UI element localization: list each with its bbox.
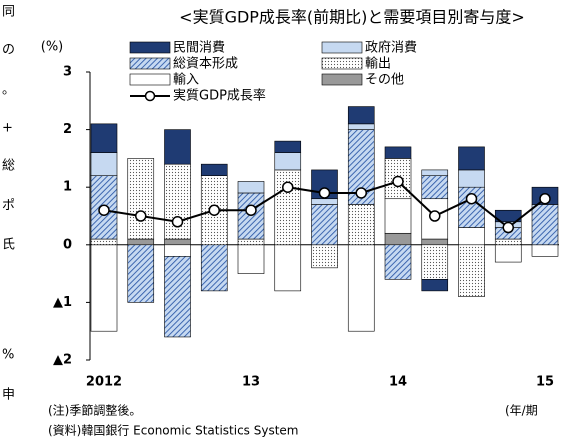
margin-text: ポ — [2, 199, 15, 214]
bar-segment — [421, 169, 449, 176]
bar-segment — [311, 204, 338, 246]
margin-text: + — [2, 121, 13, 136]
legend-swatch — [129, 57, 171, 70]
legend-label: その他 — [365, 73, 404, 88]
y-tick-label: 2 — [63, 122, 72, 137]
gdp-marker — [318, 187, 331, 199]
bar-segment — [90, 238, 118, 246]
margin-text: 。 — [2, 83, 15, 98]
bar-segment — [164, 244, 191, 257]
gdp-marker — [282, 181, 294, 193]
bar-segment — [164, 238, 191, 246]
gdp-marker — [502, 221, 514, 234]
bar-segment — [421, 238, 449, 246]
bar-segment — [311, 198, 338, 205]
bar-segment — [164, 256, 191, 338]
bar-segment — [458, 227, 485, 246]
bar-segment — [347, 204, 375, 246]
margin-text: の — [2, 43, 15, 58]
gdp-marker — [98, 204, 110, 216]
bar-segment — [531, 244, 559, 257]
gdp-marker — [465, 192, 478, 205]
bar-segment — [421, 175, 449, 200]
margin-text: 同 — [2, 5, 15, 20]
legend-swatch — [321, 57, 363, 70]
bar-segment — [200, 244, 228, 292]
bar-segment — [90, 123, 118, 153]
bar-segment — [458, 244, 485, 297]
gdp-marker — [245, 204, 257, 216]
x-tick-label: 2012 — [86, 375, 122, 390]
x-tick-label: 13 — [242, 375, 260, 390]
legend-swatch — [321, 73, 363, 86]
legend-swatch — [321, 41, 363, 54]
legend-label: 輸入 — [173, 73, 199, 88]
margin-text: % — [2, 348, 14, 363]
bar-segment — [311, 244, 338, 269]
legend-label: 政府消費 — [365, 41, 417, 56]
legend-label: 民間消費 — [173, 41, 225, 56]
gdp-marker — [208, 204, 220, 216]
bar-segment — [274, 152, 302, 171]
margin-text: 申 — [2, 388, 15, 403]
bar-segment — [274, 244, 302, 292]
bar-segment — [384, 244, 412, 280]
gdp-marker — [171, 216, 184, 228]
y-tick-label: 1 — [63, 180, 72, 195]
bar-segment — [237, 238, 265, 246]
bar-segment — [347, 123, 375, 130]
bar-segment — [200, 163, 228, 176]
bar-segment — [494, 238, 522, 246]
bar-segment — [127, 244, 155, 303]
bar-segment — [274, 140, 302, 153]
bar-segment — [164, 163, 191, 240]
legend-marker — [144, 90, 156, 102]
bar-segment — [127, 158, 155, 240]
y-tick-label: 0 — [63, 237, 72, 252]
bar-segment — [274, 169, 302, 246]
bar-segment — [384, 198, 412, 234]
bar-segment — [421, 244, 449, 280]
bar-segment — [237, 181, 265, 194]
bar-segment — [458, 169, 485, 188]
gdp-marker — [429, 210, 441, 222]
bar-segment — [90, 152, 118, 176]
legend-label: 実質GDP成長率 — [173, 88, 266, 104]
bar-segment — [347, 244, 375, 332]
gdp-marker — [135, 210, 147, 222]
gdp-marker — [355, 187, 367, 199]
x-tick-label: 15 — [536, 375, 554, 390]
gdp-marker — [392, 175, 404, 188]
legend-swatch — [129, 41, 171, 54]
legend-label: 総資本形成 — [173, 57, 238, 72]
legend-label: 輸出 — [365, 57, 391, 72]
note: (資料)韓国銀行 Economic Statistics System — [48, 424, 299, 438]
bar-segment — [164, 129, 191, 165]
x-unit: (年/期 — [505, 404, 538, 418]
x-tick-label: 14 — [389, 375, 407, 390]
y-unit: (%) — [41, 40, 64, 55]
bar-segment — [421, 279, 449, 292]
bar-segment — [384, 232, 412, 246]
bar-segment — [384, 146, 412, 159]
y-tick-label: 3 — [63, 65, 72, 80]
bar-segment — [90, 244, 118, 332]
legend-swatch — [129, 73, 171, 86]
bar-segment — [237, 244, 265, 274]
bar-segment — [494, 244, 522, 263]
bar-segment — [127, 238, 155, 246]
y-tick-label: ▲1 — [53, 295, 72, 310]
chart-title: <実質GDP成長率(前期比)と需要項目別寄与度> — [179, 8, 525, 27]
margin-text: 氏 — [2, 238, 15, 253]
margin-text: 総 — [2, 159, 15, 174]
bar-segment — [458, 146, 485, 171]
y-tick-label: ▲2 — [53, 353, 72, 368]
note: (注)季節調整後。 — [48, 403, 141, 418]
bar-segment — [531, 204, 559, 246]
bar-segment — [237, 192, 265, 240]
bar-segment — [494, 209, 522, 223]
bar-segment — [347, 106, 375, 125]
gdp-marker — [539, 192, 551, 205]
